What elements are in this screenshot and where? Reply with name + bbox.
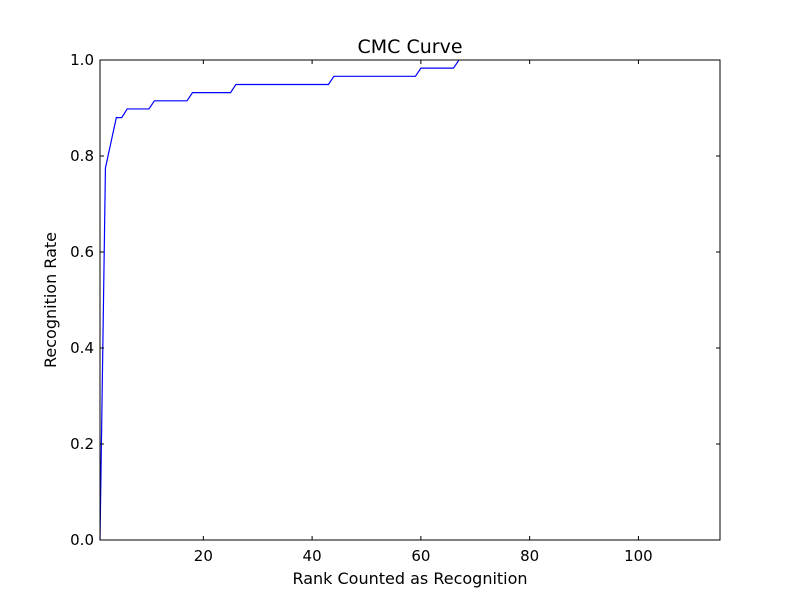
x-tick-label: 40	[303, 547, 322, 565]
x-tick-label: 100	[624, 547, 653, 565]
series-line-0	[99, 59, 460, 541]
y-tick-label: 0.4	[70, 339, 94, 357]
y-tick-label: 1.0	[70, 51, 94, 69]
y-axis-label: Recognition Rate	[41, 232, 60, 368]
y-tick-label: 0.6	[70, 243, 94, 261]
y-tick-label: 0.2	[70, 435, 94, 453]
plot-frame	[99, 59, 721, 541]
x-tick-label: 80	[520, 547, 539, 565]
y-tick-label: 0.0	[70, 531, 94, 549]
x-ticks: 20 40 60 80 100	[194, 60, 653, 565]
x-tick-label: 60	[411, 547, 430, 565]
x-tick-label: 20	[194, 547, 213, 565]
plot-lines	[99, 59, 460, 541]
x-axis-label: Rank Counted as Recognition	[292, 569, 527, 588]
chart-title: CMC Curve	[357, 36, 462, 58]
y-ticks: 0.0 0.2 0.4 0.6 0.8 1.0	[70, 51, 720, 549]
y-tick-label: 0.8	[70, 147, 94, 165]
